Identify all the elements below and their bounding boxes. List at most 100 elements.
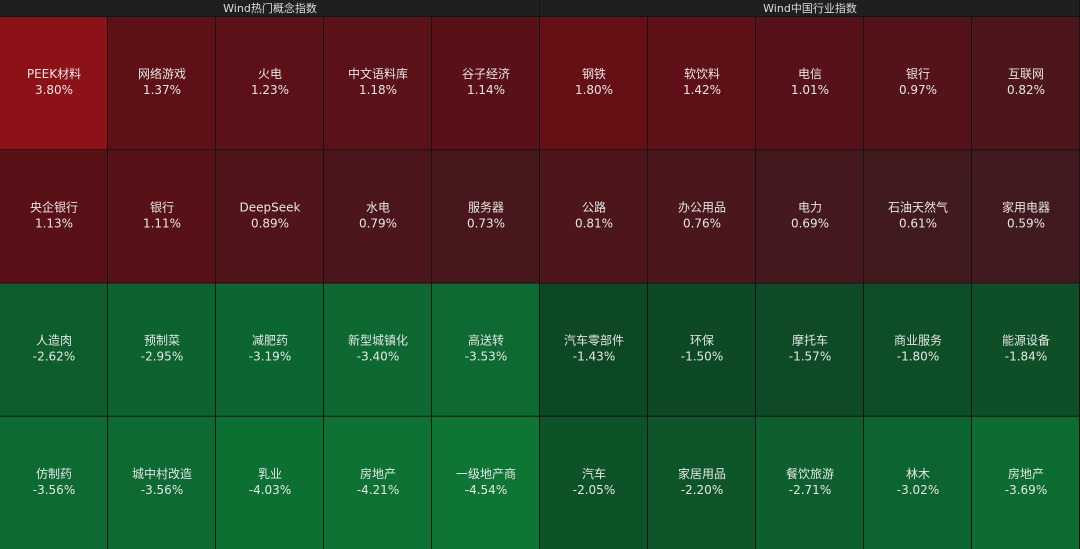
tile-label: 减肥药 (252, 334, 288, 348)
tile-value: 1.42% (683, 83, 721, 97)
tile-value: 0.89% (251, 216, 289, 230)
tile-label: 林木 (906, 467, 930, 481)
tile-label: 餐饮旅游 (786, 466, 834, 481)
tile-label: PEEK材料 (27, 67, 81, 81)
tile (972, 150, 1079, 283)
tile (216, 416, 323, 549)
tile-value: -3.53% (465, 350, 507, 364)
tile-value: -3.19% (249, 350, 291, 364)
tile-value: 1.37% (143, 83, 181, 97)
panel-title: Wind中国行业指数 (763, 1, 857, 15)
tile-value: -1.84% (1005, 350, 1047, 364)
tile (324, 416, 431, 549)
tile (972, 283, 1079, 416)
tile (432, 150, 539, 283)
tile-label: 央企银行 (30, 199, 78, 214)
tile-label: 公路 (582, 199, 606, 214)
tile (324, 283, 431, 416)
tile (216, 17, 323, 150)
tile-value: -3.56% (33, 483, 75, 497)
tile-value: -2.20% (681, 483, 723, 497)
tile-value: 0.69% (791, 216, 829, 230)
tile-value: -4.03% (249, 483, 291, 497)
tile (108, 17, 215, 150)
tile-value: -1.50% (681, 350, 723, 364)
tile-value: 1.14% (467, 83, 505, 97)
tile (324, 17, 431, 150)
tile (648, 283, 755, 416)
tile-label: 软饮料 (684, 67, 720, 81)
tile-value: 1.80% (575, 83, 613, 97)
tile-value: -4.21% (357, 483, 399, 497)
tile (216, 150, 323, 283)
panel-header (0, 0, 539, 16)
tile (540, 150, 647, 283)
tile-value: 1.11% (143, 216, 181, 230)
tile-label: 商业服务 (894, 333, 942, 348)
tile-label: 谷子经济 (462, 66, 510, 81)
tile (216, 283, 323, 416)
tile-value: -1.80% (897, 350, 939, 364)
tile-label: 摩托车 (792, 333, 828, 348)
tile-label: 能源设备 (1002, 334, 1050, 348)
tile (324, 150, 431, 283)
tile-label: 电信 (798, 67, 822, 81)
tile-label: 环保 (690, 334, 714, 348)
tile-label: 中文语料库 (348, 66, 408, 81)
tile-value: -4.54% (465, 483, 507, 497)
tile (972, 17, 1079, 150)
tile (648, 17, 755, 150)
tile (540, 17, 647, 150)
tile (864, 150, 971, 283)
panel-title: Wind热门概念指数 (223, 1, 317, 15)
tile-label: 人造肉 (36, 334, 72, 348)
tile-label: 房地产 (1008, 466, 1044, 481)
tile (0, 283, 107, 416)
tile (756, 17, 863, 150)
tile-label: 水电 (366, 200, 390, 214)
tile-label: 网络游戏 (138, 66, 186, 81)
tile-label: 银行 (906, 67, 930, 81)
tile-value: 3.80% (35, 83, 73, 97)
tile-value: 1.01% (791, 83, 829, 97)
tile-label: 互联网 (1008, 67, 1044, 81)
tile (972, 416, 1079, 549)
tile-label: 银行 (150, 200, 174, 214)
tile (864, 17, 971, 150)
tile-label: 电力 (798, 200, 822, 214)
tile-value: 1.23% (251, 83, 289, 97)
tile-label: 高送转 (468, 333, 504, 348)
tile-label: 服务器 (468, 199, 504, 214)
tile-value: 0.97% (899, 83, 937, 97)
tile-value: 1.18% (359, 83, 397, 97)
tile-value: 0.82% (1007, 83, 1045, 97)
tile (540, 283, 647, 416)
tile (432, 283, 539, 416)
tile (756, 416, 863, 549)
tile-value: 1.13% (35, 216, 73, 230)
tile-value: -3.40% (357, 350, 399, 364)
tile-label: 仿制药 (36, 467, 72, 481)
tile-label: 一级地产商 (456, 466, 516, 481)
tile-value: 0.79% (359, 216, 397, 230)
tile-label: 城中村改造 (132, 466, 192, 481)
tile-value: 0.61% (899, 216, 937, 230)
tile-value: 0.76% (683, 216, 721, 230)
tile (756, 283, 863, 416)
tile-label: 房地产 (360, 466, 396, 481)
tile (0, 17, 107, 150)
tile-label: 家居用品 (678, 466, 726, 481)
tile (108, 283, 215, 416)
tile-label: 新型城镇化 (348, 333, 408, 348)
tile (432, 416, 539, 549)
tile (108, 150, 215, 283)
tile (0, 150, 107, 283)
tile (432, 17, 539, 150)
tile-value: 0.73% (467, 216, 505, 230)
tile-value: -3.56% (141, 483, 183, 497)
tile-value: -1.57% (789, 350, 831, 364)
tile-label: 办公用品 (678, 199, 726, 214)
tile-label: 火电 (258, 67, 282, 81)
tile-label: DeepSeek (240, 200, 301, 214)
